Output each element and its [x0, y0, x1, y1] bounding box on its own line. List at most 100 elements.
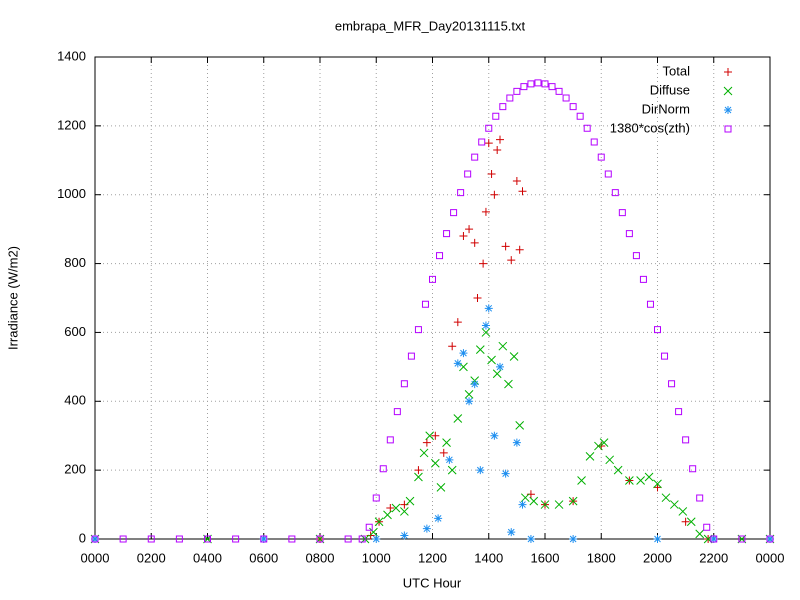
- data-point: [414, 466, 423, 475]
- data-point: [686, 517, 696, 527]
- data-point: [518, 187, 527, 196]
- data-point: [639, 275, 647, 283]
- data-point: [703, 523, 711, 531]
- data-point: [661, 352, 669, 360]
- x-tick-label: 0200: [137, 550, 166, 565]
- data-point: [605, 455, 615, 465]
- data-point: [400, 380, 408, 388]
- data-point: [369, 527, 378, 537]
- data-point: [496, 135, 504, 144]
- x-tick-label: 0600: [249, 550, 278, 565]
- data-point: [393, 408, 401, 416]
- data-point: [485, 124, 493, 132]
- legend-marker: [724, 68, 732, 76]
- data-point: [654, 326, 661, 334]
- data-point: [386, 504, 395, 513]
- data-point: [689, 465, 697, 473]
- data-point: [481, 321, 490, 330]
- data-point: [529, 496, 539, 506]
- data-point: [675, 408, 683, 416]
- data-point: [646, 300, 654, 308]
- data-point: [465, 225, 474, 234]
- data-point: [520, 83, 528, 91]
- data-point: [710, 535, 718, 543]
- data-point: [431, 431, 440, 440]
- data-point: [661, 493, 671, 503]
- data-point: [386, 436, 394, 444]
- y-tick-label: 800: [64, 255, 86, 270]
- data-point: [512, 438, 521, 447]
- data-point: [478, 138, 486, 146]
- x-tick-label: 2000: [643, 550, 672, 565]
- data-point: [481, 207, 490, 216]
- data-point: [569, 535, 578, 543]
- data-point: [492, 369, 502, 379]
- data-point: [527, 80, 535, 88]
- data-point: [487, 355, 496, 365]
- data-point: [670, 500, 679, 509]
- data-point: [436, 483, 446, 492]
- data-point: [344, 535, 352, 543]
- data-point: [422, 438, 431, 447]
- data-point: [668, 380, 676, 388]
- data-point: [119, 535, 127, 543]
- y-axis-label: Irradiance (W/m2): [5, 246, 20, 350]
- y-tick-label: 1200: [57, 117, 86, 132]
- legend-marker: [724, 125, 732, 133]
- x-axis-label: UTC Hour: [403, 575, 462, 590]
- data-point: [459, 232, 468, 241]
- legend-label: DirNorm: [642, 101, 690, 116]
- data-point: [475, 345, 485, 354]
- data-point: [476, 466, 485, 475]
- data-point: [507, 528, 516, 537]
- data-point: [484, 139, 493, 148]
- data-point: [618, 209, 626, 217]
- data-point: [204, 535, 211, 543]
- data-point: [499, 103, 507, 111]
- data-point: [738, 535, 746, 543]
- data-point: [625, 476, 634, 485]
- data-point: [696, 494, 704, 502]
- data-point: [453, 414, 463, 423]
- data-point: [439, 448, 448, 457]
- data-point: [459, 349, 468, 358]
- data-point: [288, 535, 296, 543]
- data-point: [473, 294, 482, 302]
- x-tick-label: 1600: [531, 550, 560, 565]
- data-point: [91, 535, 99, 543]
- data-point: [554, 500, 564, 509]
- data-point: [465, 397, 474, 406]
- data-point: [512, 176, 521, 185]
- data-point: [391, 503, 401, 513]
- data-point: [484, 304, 493, 313]
- data-point: [520, 493, 530, 503]
- data-point: [407, 352, 415, 360]
- data-point: [405, 496, 415, 506]
- data-point: [470, 380, 479, 389]
- data-point: [358, 535, 366, 543]
- x-tick-label: 0000: [756, 550, 785, 565]
- data-point: [447, 465, 457, 475]
- legend-label: Diffuse: [650, 82, 690, 97]
- data-point: [513, 87, 521, 95]
- data-point: [429, 275, 436, 283]
- data-point: [436, 252, 444, 260]
- data-point: [501, 469, 510, 478]
- data-point: [421, 300, 429, 308]
- data-point: [414, 326, 422, 334]
- data-point: [534, 79, 542, 87]
- data-point: [613, 465, 623, 475]
- data-point: [506, 94, 514, 102]
- y-tick-label: 0: [79, 530, 86, 545]
- data-point: [91, 535, 99, 543]
- data-point: [576, 112, 584, 120]
- data-point: [541, 80, 549, 88]
- y-tick-label: 1000: [57, 186, 86, 201]
- data-point: [383, 510, 392, 520]
- x-tick-label: 1000: [362, 550, 391, 565]
- x-tick-label: 0800: [306, 550, 335, 565]
- data-point: [316, 535, 324, 543]
- data-point: [481, 328, 491, 337]
- data-point: [515, 245, 524, 254]
- data-point: [260, 535, 268, 543]
